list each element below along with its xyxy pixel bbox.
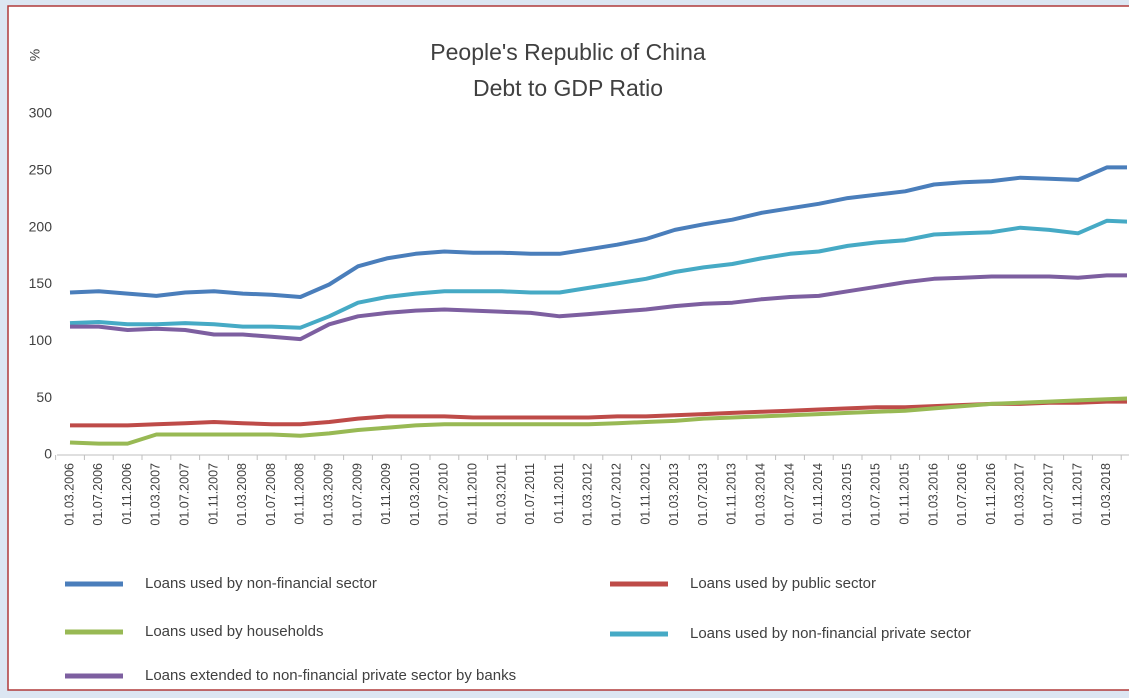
x-tick-label: 01.11.2017 [1070,463,1084,525]
x-tick-label: 01.07.2015 [869,463,883,526]
series-line [70,273,1127,342]
x-tick-label: 01.11.2006 [120,463,134,525]
chart-title: People's Republic of China [430,39,706,65]
x-tick-label: 01.07.2017 [1041,463,1055,526]
x-tick-label: 01.07.2009 [350,463,364,526]
y-tick-label: 100 [29,332,53,348]
y-tick-label: 50 [36,389,52,405]
y-tick-label: 150 [29,275,53,291]
x-tick-label: 01.03.2010 [408,463,422,526]
x-tick-label: 01.11.2008 [293,463,307,525]
x-tick-label: 01.11.2011 [552,463,566,524]
series-line [69,218,1127,330]
x-tick-label: 01.03.2007 [149,463,163,526]
x-tick-label: 01.03.2013 [667,463,681,526]
x-tick-label: 01.07.2008 [264,463,278,526]
x-tick-label: 01.11.2016 [984,463,998,525]
y-tick-label: 300 [29,105,53,121]
x-tick-label: 01.07.2006 [91,463,105,526]
x-tick-label: 01.03.2011 [494,463,508,525]
x-tick-label: 01.03.2017 [1013,463,1027,526]
y-tick-label: 0 [44,446,52,462]
legend-label: Loans extended to non-financial private … [145,667,516,684]
x-tick-label: 01.07.2014 [782,463,796,526]
x-tick-label: 01.07.2016 [955,463,969,526]
x-tick-label: 01.11.2009 [379,463,393,525]
x-tick-label: 01.03.2015 [840,463,854,526]
x-tick-label: 01.03.2009 [321,463,335,526]
y-axis-label: % [27,49,43,61]
series-line [69,396,1127,446]
x-tick-label: 01.03.2006 [62,463,76,526]
y-tick-label: 200 [29,218,53,234]
x-tick-label: 01.03.2008 [235,463,249,526]
legend-label: Loans used by households [145,623,323,640]
legend-label: Loans used by non-financial sector [145,575,377,592]
y-tick-label: 250 [29,162,53,178]
plot [69,165,1127,446]
x-tick-label: 01.03.2012 [581,463,595,526]
x-tick-label: 01.11.2015 [897,463,911,525]
x-tick-label: 01.07.2010 [437,463,451,526]
x-tick-label: 01.03.2018 [1099,463,1113,526]
x-tick-label: 01.11.2010 [465,463,479,525]
x-tick-label: 01.03.2014 [753,463,767,526]
x-tick-label: 01.03.2016 [926,463,940,526]
x-tick-label: 01.11.2012 [638,463,652,525]
legend-label: Loans used by public sector [690,575,876,592]
legend-label: Loans used by non-financial private sect… [690,625,971,642]
chart-area [7,5,1129,691]
x-tick-label: 01.07.2013 [696,463,710,526]
chart-subtitle: Debt to GDP Ratio [473,75,663,101]
x-tick-label: 01.11.2014 [811,463,825,525]
x-tick-label: 01.07.2011 [523,463,537,525]
x-tick-label: 01.11.2013 [725,463,739,525]
x-tick-label: 01.07.2007 [177,463,191,526]
x-tick-label: 01.11.2007 [206,463,220,525]
series-line [69,165,1127,299]
x-tick-label: 01.07.2012 [609,463,623,526]
